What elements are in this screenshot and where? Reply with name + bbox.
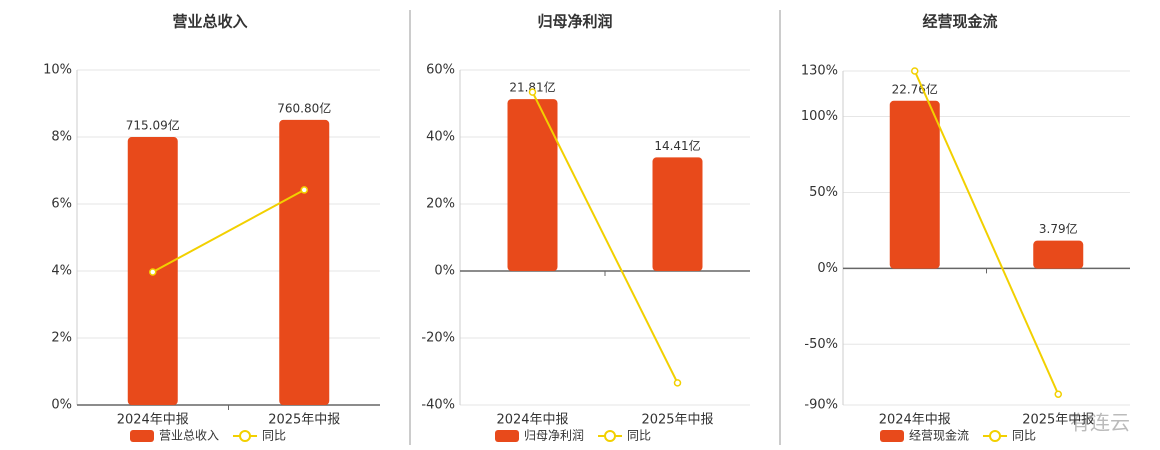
y-tick-label: 40% [426, 130, 455, 145]
bar [889, 100, 940, 269]
legend-swatch [130, 430, 154, 442]
y-tick-label: 0% [817, 261, 838, 276]
y-tick-label: 10% [43, 63, 72, 78]
value-label: 22.76亿 [892, 81, 938, 96]
y-tick-label: -90% [804, 398, 838, 413]
x-tick-label: 2024年中报 [879, 413, 951, 428]
chart-title: 经营现金流 [922, 13, 997, 31]
y-tick-label: 0% [51, 398, 72, 413]
y-tick-label: -20% [421, 331, 455, 346]
y-tick-label: 4% [51, 264, 72, 279]
y-tick-label: 8% [51, 130, 72, 145]
x-tick-label: 2025年中报 [268, 413, 340, 428]
watermark: 有连云 [1070, 411, 1130, 435]
legend-swatch [495, 430, 519, 442]
line-marker [300, 186, 308, 194]
legend-label: 同比 [1012, 429, 1036, 443]
legend-label: 归母净利润 [524, 429, 584, 443]
y-tick-label: 50% [809, 185, 838, 200]
x-tick-label: 2025年中报 [1022, 413, 1094, 428]
value-label: 14.41亿 [654, 138, 700, 153]
bar [1033, 240, 1084, 269]
line-marker [528, 88, 537, 96]
legend-swatch [880, 430, 904, 442]
line-marker [1054, 390, 1062, 398]
value-label: 3.79亿 [1039, 221, 1078, 236]
x-tick-label: 2025年中报 [641, 413, 713, 428]
legend-label: 营业总收入 [159, 429, 219, 443]
y-tick-label: -40% [421, 398, 455, 413]
value-label: 21.81亿 [509, 80, 555, 95]
bar [279, 119, 330, 405]
line-marker [149, 268, 157, 276]
bar [652, 157, 703, 271]
line [531, 91, 679, 384]
legend-label: 同比 [262, 429, 286, 443]
legend-label: 同比 [627, 429, 651, 443]
x-tick-label: 2024年中报 [117, 413, 189, 428]
line-marker [673, 379, 682, 387]
chart-title: 营业总收入 [172, 13, 247, 31]
x-tick-label: 2024年中报 [496, 413, 568, 428]
y-tick-label: 2% [51, 331, 72, 346]
legend-swatch [239, 430, 252, 442]
legend-swatch [989, 430, 1002, 442]
legend-swatch [604, 430, 617, 442]
line [913, 70, 1060, 395]
chart-title: 归母净利润 [537, 13, 612, 31]
y-tick-label: 100% [801, 109, 838, 124]
y-tick-label: -50% [804, 337, 838, 352]
y-tick-label: 6% [51, 197, 72, 212]
legend-label: 经营现金流 [909, 428, 969, 443]
line [152, 189, 305, 273]
y-tick-label: 60% [426, 63, 455, 78]
y-tick-label: 130% [801, 64, 838, 79]
line-marker [911, 67, 919, 75]
y-tick-label: 20% [426, 197, 455, 212]
bar [507, 99, 558, 272]
y-tick-label: 0% [434, 264, 455, 279]
value-label: 715.09亿 [126, 118, 180, 133]
value-label: 760.80亿 [277, 100, 331, 115]
